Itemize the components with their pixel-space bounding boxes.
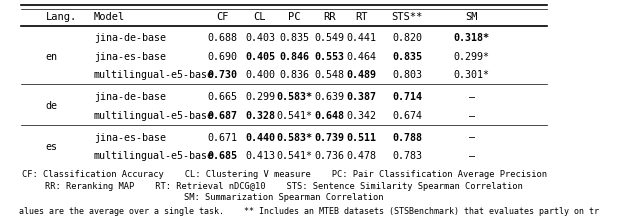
Text: –: – [468,92,475,102]
Text: 0.299*: 0.299* [454,52,490,62]
Text: Model: Model [93,12,125,22]
Text: 0.820: 0.820 [392,33,422,43]
Text: PC: PC [289,12,301,22]
Text: 0.328: 0.328 [245,111,275,121]
Text: 0.685: 0.685 [207,151,237,161]
Text: alues are the average over a single task.    ** Includes an MTEB datasets (STSBe: alues are the average over a single task… [19,207,598,216]
Text: CF: Classification Accuracy    CL: Clustering V measure    PC: Pair Classificati: CF: Classification Accuracy CL: Clusteri… [22,170,547,179]
Text: 0.736: 0.736 [315,151,344,161]
Text: 0.403: 0.403 [245,33,275,43]
Text: 0.846: 0.846 [280,52,310,62]
Text: 0.665: 0.665 [207,92,237,102]
Text: jina-de-base: jina-de-base [93,33,166,43]
Text: 0.553: 0.553 [315,52,344,62]
Text: –: – [468,133,475,143]
Text: 0.687: 0.687 [207,111,237,121]
Text: 0.690: 0.690 [207,52,237,62]
Text: 0.511: 0.511 [347,133,377,143]
Text: 0.714: 0.714 [392,92,422,102]
Text: 0.299: 0.299 [245,92,275,102]
Text: 0.549: 0.549 [315,33,344,43]
Text: 0.639: 0.639 [315,92,344,102]
Text: 0.541*: 0.541* [276,151,313,161]
Text: 0.803: 0.803 [392,70,422,80]
Text: 0.405: 0.405 [245,52,275,62]
Text: –: – [468,151,475,161]
Text: es: es [45,142,58,152]
Text: RT: RT [355,12,368,22]
Text: 0.478: 0.478 [347,151,377,161]
Text: multilingual-e5-base: multilingual-e5-base [93,70,214,80]
Text: 0.836: 0.836 [280,70,310,80]
Text: 0.835: 0.835 [392,52,422,62]
Text: jina-es-base: jina-es-base [93,52,166,62]
Text: CL: CL [253,12,266,22]
Text: 0.441: 0.441 [347,33,377,43]
Text: 0.783: 0.783 [392,151,422,161]
Text: en: en [45,52,58,62]
Text: 0.835: 0.835 [280,33,310,43]
Text: 0.318*: 0.318* [454,33,490,43]
Text: 0.739: 0.739 [315,133,344,143]
Text: Lang.: Lang. [45,12,77,22]
Text: –: – [468,111,475,121]
Text: 0.788: 0.788 [392,133,422,143]
Text: 0.648: 0.648 [315,111,344,121]
Text: multilingual-e5-base: multilingual-e5-base [93,151,214,161]
Text: 0.413: 0.413 [245,151,275,161]
Text: 0.440: 0.440 [245,133,275,143]
Text: SM: SM [465,12,478,22]
Text: 0.541*: 0.541* [276,111,313,121]
Text: 0.464: 0.464 [347,52,377,62]
Text: jina-de-base: jina-de-base [93,92,166,102]
Text: SM: Summarization Spearman Correlation: SM: Summarization Spearman Correlation [184,193,384,202]
Text: de: de [45,101,58,111]
Text: RR: RR [323,12,336,22]
Text: 0.583*: 0.583* [276,92,313,102]
Text: 0.342: 0.342 [347,111,377,121]
Text: jina-es-base: jina-es-base [93,133,166,143]
Text: multilingual-e5-base: multilingual-e5-base [93,111,214,121]
Text: CF: CF [216,12,228,22]
Text: STS**: STS** [392,12,423,22]
Text: 0.301*: 0.301* [454,70,490,80]
Text: 0.489: 0.489 [347,70,377,80]
Text: 0.583*: 0.583* [276,133,313,143]
Text: 0.400: 0.400 [245,70,275,80]
Text: 0.688: 0.688 [207,33,237,43]
Text: 0.730: 0.730 [207,70,237,80]
Text: 0.548: 0.548 [315,70,344,80]
Text: 0.674: 0.674 [392,111,422,121]
Text: 0.387: 0.387 [347,92,377,102]
Text: RR: Reranking MAP    RT: Retrieval nDCG@10    STS: Sentence Similarity Spearman : RR: Reranking MAP RT: Retrieval nDCG@10 … [45,182,523,191]
Text: 0.671: 0.671 [207,133,237,143]
